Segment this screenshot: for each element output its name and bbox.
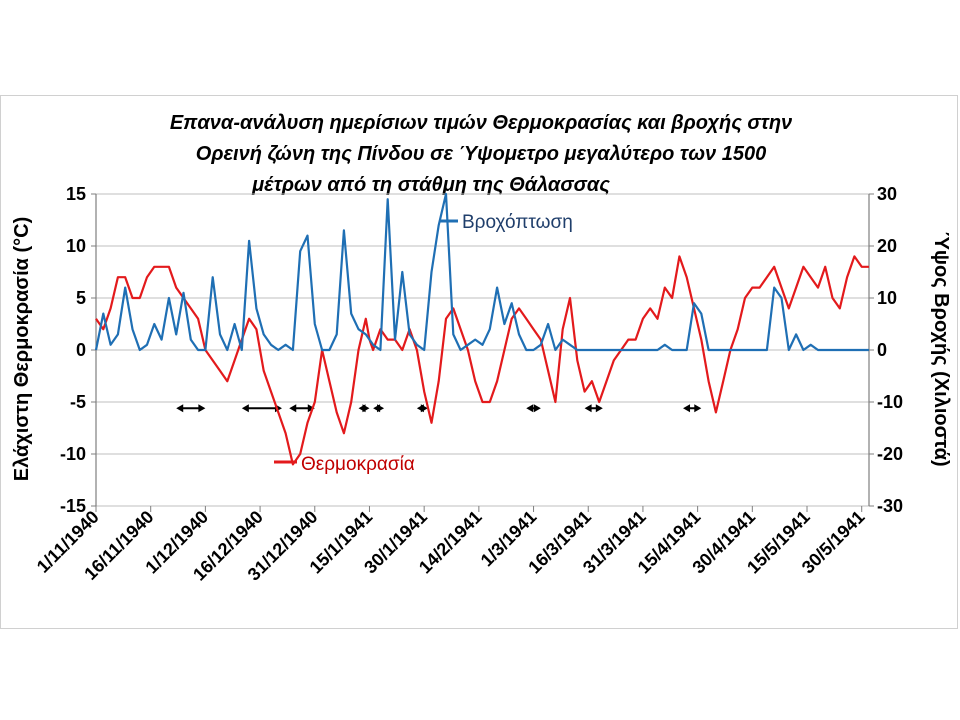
y-right-tick-label: -10 (877, 392, 903, 412)
y-left-tick-label: 5 (76, 288, 86, 308)
dry-spell-arrow-head (176, 404, 184, 413)
dry-spell-arrow-head (526, 404, 534, 413)
x-tick-labels: 1/11/194016/11/19401/12/194016/12/194031… (33, 507, 869, 585)
dry-spell-arrow-head (241, 404, 249, 413)
y-left-tick-label: -10 (60, 444, 86, 464)
legend-temperature-label: Θερμοκρασία (301, 454, 415, 475)
y-left-tick-label: 15 (66, 184, 86, 204)
series-lines (94, 192, 869, 466)
chart-title-line-3: μέτρων από τη στάθμη της Θάλασσας (251, 174, 610, 196)
y-right-tick-label: 30 (877, 184, 897, 204)
rainfall-line (94, 192, 869, 352)
chart-title-line-1: Επανα-ανάλυση ημερίσιων τιμών Θερμοκρασί… (170, 112, 792, 134)
y-left-tick-label: -15 (60, 496, 86, 516)
legend-temperature: Θερμοκρασία (274, 454, 415, 475)
y-left-tick-label: -5 (70, 392, 86, 412)
left-y-tick-labels: -15 -10 -5 0 5 10 15 (60, 184, 86, 516)
y-right-tick-label: 20 (877, 236, 897, 256)
y-left-tick-label: 0 (76, 340, 86, 360)
dry-spell-arrow-head (198, 404, 206, 413)
chart-frame: Επανα-ανάλυση ημερίσιων τιμών Θερμοκρασί… (0, 95, 958, 629)
y-right-tick-label: 0 (877, 340, 887, 360)
right-y-tick-labels: -30 -20 -10 0 10 20 30 (877, 184, 903, 516)
dry-spell-arrow-head (533, 404, 541, 413)
dry-spell-arrows (176, 404, 702, 413)
dry-spell-arrow-head (420, 404, 428, 413)
y-right-tick-label: -20 (877, 444, 903, 464)
dry-spell-arrow-head (584, 404, 592, 413)
temperature-line (95, 255, 869, 466)
dry-spell-arrow-head (289, 404, 297, 413)
y-left-tick-label: 10 (66, 236, 86, 256)
dry-spell-arrow-head (362, 404, 370, 413)
chart-title: Επανα-ανάλυση ημερίσιων τιμών Θερμοκρασί… (170, 112, 792, 196)
dry-spell-arrow-head (377, 404, 385, 413)
dry-spell-arrow-head (683, 404, 691, 413)
y-axis-left-label: Ελάχιστη Θερμοκρασία (°C) (11, 217, 33, 482)
y-right-tick-label: -30 (877, 496, 903, 516)
chart-title-line-2: Ορεινή ζώνη της Πίνδου σε Ύψομετρο μεγαλ… (196, 143, 766, 165)
legend-rainfall: Βροχόπτωση (440, 212, 573, 233)
dry-spell-arrow-head (595, 404, 603, 413)
y-axis-right-label: Ύψος Βροχής (Χιλιοστά) (930, 231, 952, 466)
legend-rainfall-label: Βροχόπτωση (462, 212, 573, 233)
dry-spell-arrow-head (307, 404, 315, 413)
dry-spell-arrow-head (694, 404, 702, 413)
line-chart: Επανα-ανάλυση ημερίσιων τιμών Θερμοκρασί… (11, 112, 952, 585)
y-right-tick-label: 10 (877, 288, 897, 308)
